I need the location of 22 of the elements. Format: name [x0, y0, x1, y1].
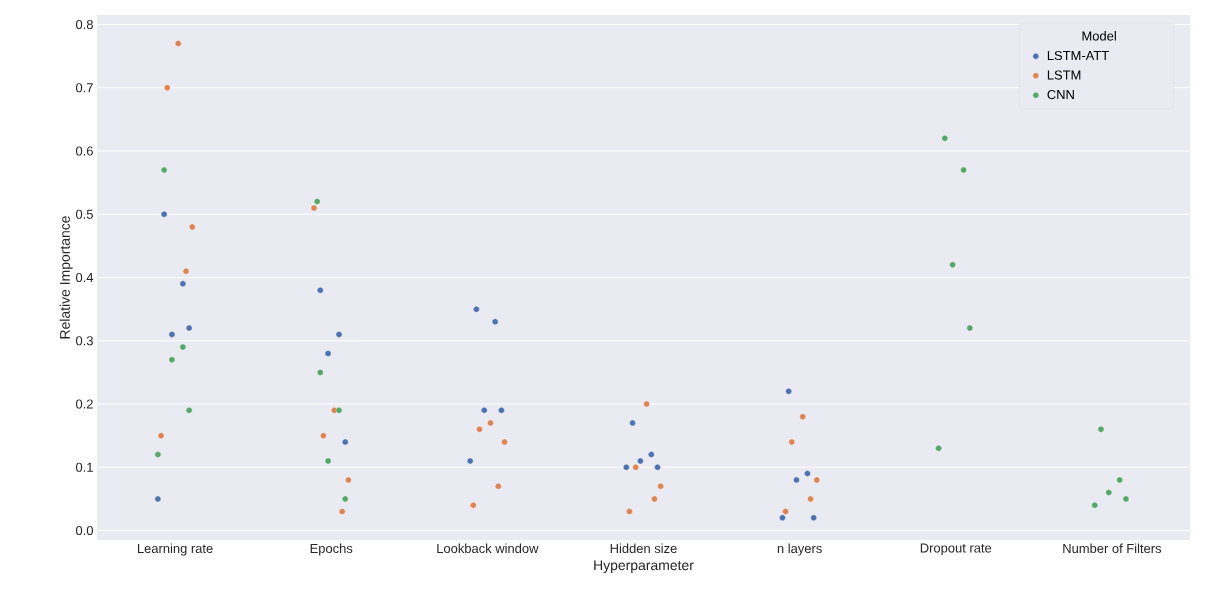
y-tick-label: 0.6 [75, 146, 93, 156]
x-tick-label: Dropout rate [920, 543, 992, 556]
legend-label: LSTM-ATT [1047, 50, 1109, 61]
x-tick-label: Lookback window [437, 543, 539, 554]
x-tick-label: n layers [777, 543, 822, 556]
y-tick-label: 0.0 [75, 525, 93, 536]
legend-title: Model [1082, 31, 1116, 41]
y-axis-title: Relative Importance [59, 216, 73, 339]
y-tick-label: 0.3 [75, 336, 93, 346]
y-tick-label: 0.1 [75, 462, 93, 472]
x-tick-label: Hidden size [610, 543, 677, 554]
y-tick-label: 0.5 [75, 209, 93, 219]
legend-label: CNN [1047, 89, 1074, 100]
y-tick-label: 0.4 [75, 272, 94, 283]
y-tick-label: 0.7 [75, 83, 93, 93]
x-tick-label: Number of Filters [1063, 543, 1162, 554]
x-tick-label: Learning rate [137, 543, 213, 556]
y-tick-label: 0.2 [75, 399, 93, 409]
y-tick-label: 0.8 [75, 19, 93, 30]
x-axis-title: Hyperparameter [594, 560, 694, 573]
x-tick-label: Epochs [310, 543, 353, 556]
legend-label: LSTM [1047, 70, 1081, 80]
